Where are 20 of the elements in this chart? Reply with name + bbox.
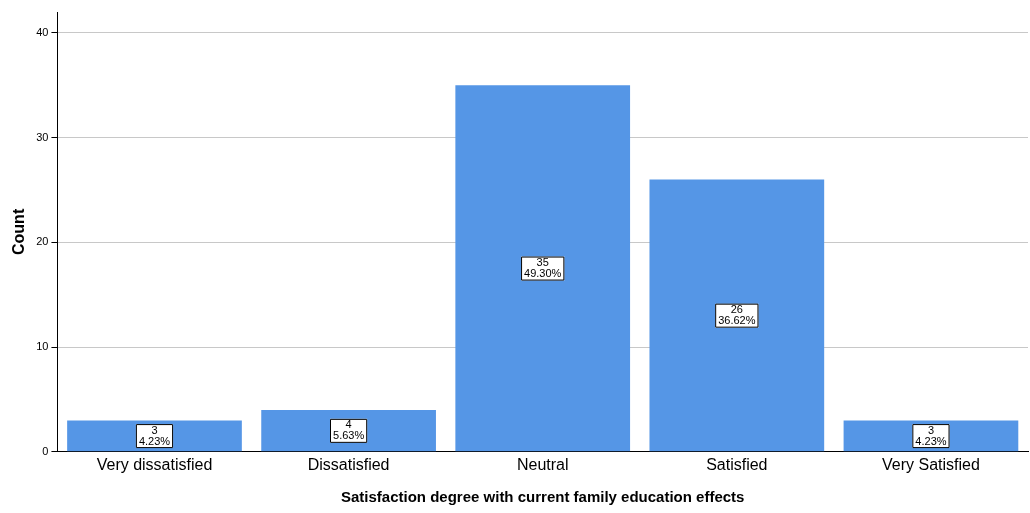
x-tick-label: Very dissatisfied — [96, 455, 213, 473]
data-label: 4 5.63% — [333, 418, 365, 442]
y-tick-label: 40 — [36, 25, 49, 38]
x-tick-label: Very Satisfied — [882, 455, 980, 473]
bar — [649, 179, 825, 452]
data-label: 35 49.30% — [524, 256, 562, 280]
data-label: 3 4.23% — [138, 423, 171, 447]
data-label: 26 36.62% — [718, 303, 756, 327]
y-tick-label: 20 — [36, 235, 49, 248]
x-tick-label: Satisfied — [706, 455, 768, 473]
x-axis-title: Satisfaction degree with current family education effects — [341, 488, 745, 506]
y-axis-title: Count — [10, 208, 28, 255]
x-tick-label: Dissatisfied — [307, 455, 390, 473]
y-tick-label: 10 — [36, 340, 49, 353]
bar — [261, 409, 436, 452]
y-tick-label: 30 — [36, 130, 49, 143]
y-tick-label: 0 — [42, 444, 49, 457]
x-tick-label: Neutral — [516, 455, 569, 473]
bar — [455, 85, 631, 452]
data-label: 3 4.23% — [915, 423, 947, 447]
